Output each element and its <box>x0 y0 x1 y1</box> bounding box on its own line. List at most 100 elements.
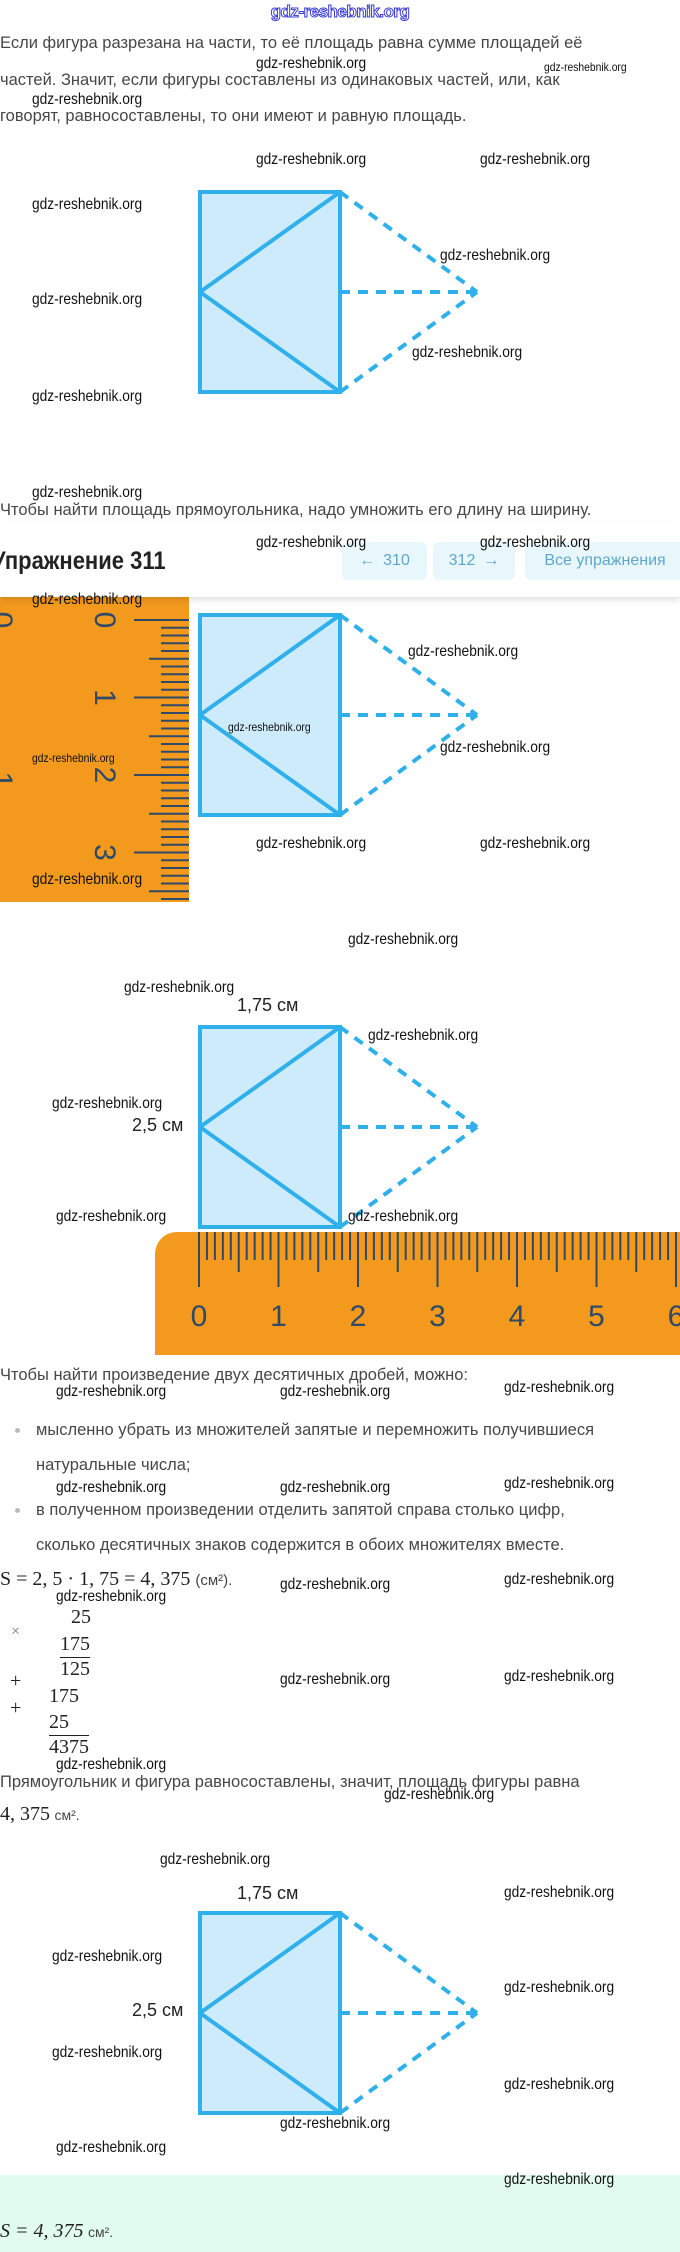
partial-2: 175 <box>49 1685 79 1707</box>
all-exercises-button[interactable]: Все упражнения <box>525 542 680 580</box>
prev-exercise-button[interactable]: ← 310 <box>342 542 427 580</box>
watermark: gdz-reshebnik.org <box>544 60 627 74</box>
watermark: gdz-reshebnik.org <box>56 1756 167 1773</box>
watermark: gdz-reshebnik.org <box>228 720 311 734</box>
arrow-left-icon: ← <box>359 552 376 569</box>
figure-cut-rectangle-2 <box>190 605 490 825</box>
ruler-number: 4 <box>509 1300 526 1333</box>
watermark: gdz-reshebnik.org <box>256 151 367 168</box>
bullet-icon <box>15 1428 20 1433</box>
partial-3: 25 <box>49 1711 69 1733</box>
plus-sign: + <box>10 1670 22 1692</box>
watermark: gdz-reshebnik.org <box>280 1383 391 1400</box>
figure-cut-rectangle-4 <box>190 1903 490 2123</box>
watermark: gdz-reshebnik.org <box>480 835 591 852</box>
factor-b: 175 <box>60 1633 90 1655</box>
watermark: gdz-reshebnik.org <box>56 1479 167 1496</box>
answer-value: S = 4, 375 <box>0 2220 84 2242</box>
bullet-2-line-1: в полученном произведении отделить запят… <box>36 1501 565 1519</box>
ruler-number: 1 <box>270 1300 287 1333</box>
watermark: gdz-reshebnik.org <box>160 1851 271 1868</box>
conclusion-line-2: 4, 375 см². <box>0 1803 80 1826</box>
dashed-triangle <box>338 1025 479 1229</box>
watermark: gdz-reshebnik.org <box>32 751 115 765</box>
diagonal-bottom <box>198 1125 342 1229</box>
intro-line-3: говорят, равносоставлены, то они имеют и… <box>0 107 467 125</box>
rectangle-shape <box>198 190 342 394</box>
ruler-number: 6 <box>668 1300 680 1333</box>
watermark: gdz-reshebnik.org <box>504 2171 615 2188</box>
width-label: 1,75 см <box>237 1883 299 1903</box>
watermark: gdz-reshebnik.org <box>280 1576 391 1593</box>
watermark: gdz-reshebnik.org <box>52 1948 163 1965</box>
watermark: gdz-reshebnik.org <box>32 196 143 213</box>
figure-cut-rectangle-1 <box>190 182 490 402</box>
multiply-sign: × <box>11 1623 21 1640</box>
arrow-right-icon: → <box>483 552 500 569</box>
horizontal-ruler: 0 1 2 3 4 5 6 <box>155 1232 680 1355</box>
watermark: gdz-reshebnik.org <box>480 151 591 168</box>
ruler-number: 3 <box>429 1300 446 1333</box>
answer-unit: см². <box>87 2224 114 2240</box>
watermark: gdz-reshebnik.org <box>280 2115 391 2132</box>
rectangle-area-rule: Чтобы найти площадь прямоугольника, надо… <box>0 501 592 519</box>
diagonal-bottom <box>198 713 342 817</box>
next-exercise-label: 312 <box>448 552 476 569</box>
partial-1: 125 <box>60 1657 90 1680</box>
height-label: 2,5 см <box>132 1115 184 1135</box>
next-exercise-button[interactable]: 312 → <box>433 542 515 580</box>
watermark: gdz-reshebnik.org <box>52 2044 163 2061</box>
product-rule-intro: Чтобы найти произведение двух десятичных… <box>0 1366 468 1384</box>
watermark: gdz-reshebnik.org <box>504 1379 615 1396</box>
watermark: gdz-reshebnik.org <box>32 871 143 888</box>
watermark: gdz-reshebnik.org <box>480 534 591 551</box>
watermark: gdz-reshebnik.org <box>504 1884 615 1901</box>
watermark: gdz-reshebnik.org <box>52 1095 163 1112</box>
dashed-triangle <box>338 190 479 394</box>
plus-sign: + <box>10 1697 22 1719</box>
watermark: gdz-reshebnik.org <box>504 1668 615 1685</box>
conclusion-line-1: Прямоугольник и фигура равносоставлены, … <box>0 1773 580 1791</box>
ruler-number: 3 <box>88 844 121 861</box>
ruler-number: 0 <box>191 1300 208 1333</box>
diagonal-top <box>198 190 342 294</box>
watermark: gdz-reshebnik.org <box>56 1208 167 1225</box>
exercise-header: Упражнение 311 ← 310 312 → Все упражнени… <box>0 523 680 597</box>
bullet-icon <box>15 1508 20 1513</box>
dashed-triangle <box>338 1911 479 2115</box>
watermark: gdz-reshebnik.org <box>56 1588 167 1605</box>
watermark: gdz-reshebnik.org <box>440 739 551 756</box>
ruler-number: 0 <box>0 612 18 629</box>
ruler-number: 1 <box>88 689 121 706</box>
watermark: gdz-reshebnik.org <box>32 388 143 405</box>
watermark: gdz-reshebnik.org <box>32 591 143 608</box>
answer-line: S = 4, 375 см². <box>0 2220 113 2243</box>
watermark: gdz-reshebnik.org <box>412 344 523 361</box>
height-label: 2,5 см <box>132 2000 184 2020</box>
figure-svg <box>198 190 479 394</box>
watermark: gdz-reshebnik.org <box>32 291 143 308</box>
figure-svg <box>198 613 479 817</box>
diagonal-bottom <box>198 290 342 394</box>
watermark: gdz-reshebnik.org <box>32 91 143 108</box>
figure-svg <box>198 1025 479 1229</box>
ruler-number: 5 <box>588 1300 605 1333</box>
exercise-title: Упражнение 311 <box>0 547 166 575</box>
formula-text: S = 2, 5 · 1, 75 = 4, 375 <box>0 1568 191 1590</box>
diagonal-top <box>198 1911 342 2015</box>
watermark: gdz-reshebnik.org <box>256 534 367 551</box>
watermark: gdz-reshebnik.org <box>504 1979 615 1996</box>
watermark: gdz-reshebnik.org <box>56 1383 167 1400</box>
conclusion-value: 4, 375 <box>0 1803 50 1825</box>
diagonal-bottom <box>198 2011 342 2115</box>
formula-unit: (см²). <box>195 1572 233 1589</box>
rectangle-shape <box>198 613 342 817</box>
answer-box: S = 4, 375 см². <box>0 2175 680 2252</box>
factor-a: 25 <box>71 1606 91 1628</box>
rectangle-shape <box>198 1025 342 1229</box>
ruler-number: 2 <box>88 767 121 784</box>
watermark: gdz-reshebnik.org <box>124 979 235 996</box>
intro-line-1: Если фигура разрезана на части, то её пл… <box>0 34 583 52</box>
ruler-number: 0 <box>88 612 121 629</box>
dashed-triangle <box>338 613 479 817</box>
